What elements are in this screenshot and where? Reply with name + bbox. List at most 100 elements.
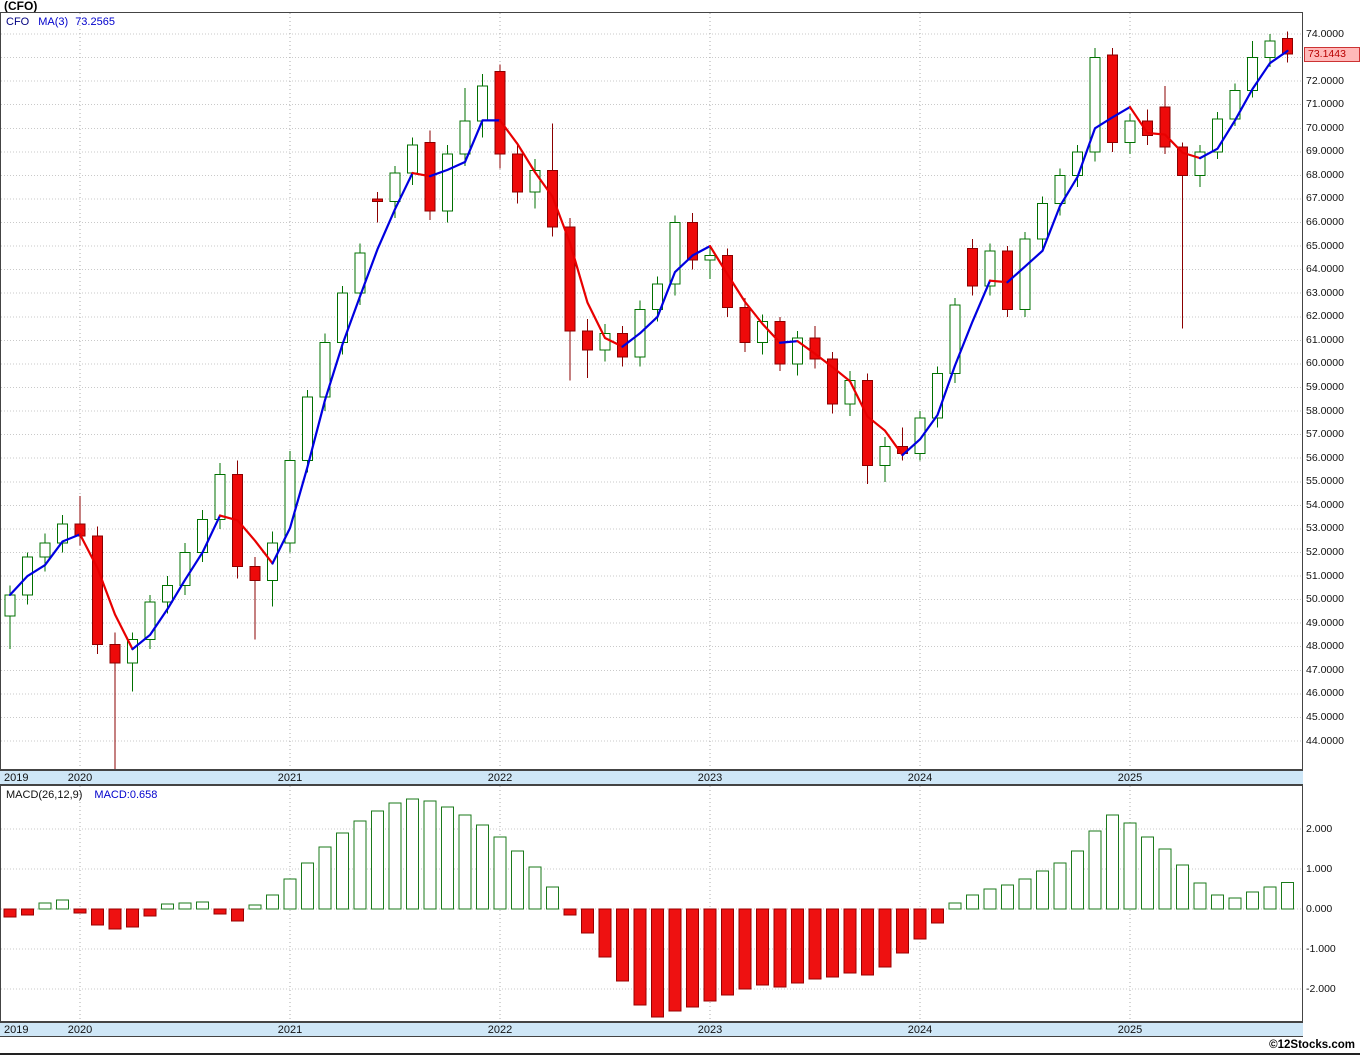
candle-body [827,358,838,405]
macd-bar-negative [738,908,752,990]
candle-body [914,417,926,454]
candle-body [109,643,121,664]
macd-bar-negative [756,908,769,986]
macd-bar-positive [248,904,262,910]
ma-segment [498,119,624,348]
candle-body [879,445,891,466]
candle-body [389,172,401,202]
candle-body [984,250,996,287]
year-label-2024: 2024 [907,1024,933,1036]
candle-body [407,144,418,174]
ma-segment [8,533,82,596]
year-label-2023: 2023 [697,772,723,784]
macd-bar-positive [1053,862,1067,910]
macd-bar-positive [196,901,209,910]
candle-body [1194,151,1206,176]
macd-bar-positive [1106,814,1119,910]
macd-bar-negative [563,908,577,916]
year-label-2020: 2020 [67,772,93,784]
candle-body [862,379,873,466]
candle-body [669,222,681,285]
macd-bar-positive [1001,884,1014,910]
macd-axis-label: 0.000 [1306,902,1333,915]
candle-body [372,198,383,202]
macd-panel-frame [0,785,1303,1022]
macd-chart-canvas [0,785,1303,1022]
macd-bar-positive [1228,897,1242,910]
macd-bar-positive [1141,836,1154,910]
macd-bar-negative [843,908,857,974]
macd-bar-positive [1176,864,1189,910]
price-axis-label: 58.0000 [1306,404,1344,417]
candle-body [477,85,488,122]
macd-axis-label: 1.000 [1306,862,1333,875]
candle-body [512,153,523,193]
candle-body [652,283,663,311]
year-label-2020: 2020 [67,1024,93,1036]
ma-segment [621,245,712,348]
macd-bar-positive [983,888,997,910]
ma-line [8,49,1289,651]
candle-body [1037,203,1048,240]
candle-body [1054,174,1066,205]
price-axis-label: 65.0000 [1306,239,1344,252]
candle-body [1159,106,1171,148]
macd-bar-positive [528,866,542,910]
price-axis-label: 48.0000 [1306,640,1344,653]
macd-bar-negative [791,908,804,984]
macd-bar-positive [353,820,367,910]
year-label-2019: 2019 [4,1024,29,1036]
price-axis-label: 53.0000 [1306,522,1344,535]
macd-bar-negative [721,908,734,996]
macd-bar-positive [1071,850,1084,910]
year-label-2021: 2021 [277,772,303,784]
macd-bar-positive [1246,891,1259,910]
candle-body [704,255,716,261]
macd-bar-negative [896,908,909,954]
candle-body [757,321,768,344]
macd-bar-positive [441,806,454,910]
macd-bar-negative [651,908,664,1018]
candle-body [127,639,138,664]
price-axis-label: 44.0000 [1306,734,1344,747]
year-label-2021: 2021 [277,1024,303,1036]
macd-bar-negative [668,908,682,1012]
symbol-label: CFO [6,16,30,28]
macd-bar-negative [616,908,629,982]
candle-body [1282,38,1293,55]
macd-bar-positive [1088,830,1102,910]
candle-body [809,337,821,360]
ma-segment [428,119,502,178]
macd-bar-negative [633,908,647,1006]
macd-indicator-value: MACD:0.658 [94,789,158,801]
candle-body [1124,120,1136,143]
price-panel-frame [0,12,1303,770]
macd-bar-negative [808,908,822,980]
macd-indicator-label: MACD(26,12,9) [6,789,83,801]
candle-body [162,584,173,603]
ma-segment [1128,105,1202,160]
candle-body [1072,151,1083,176]
macd-bar-positive [1281,882,1294,910]
macd-bar-positive [406,798,419,910]
candle-body [39,542,51,558]
price-axis-label: 74.0000 [1306,27,1344,40]
macd-bar-positive [458,814,472,910]
price-axis-label: 51.0000 [1306,569,1344,582]
year-label-2022: 2022 [487,1024,513,1036]
price-axis-label: 52.0000 [1306,545,1344,558]
macd-bar-positive [1018,878,1032,910]
price-axis-label: 61.0000 [1306,333,1344,346]
macd-bar-negative [826,908,839,978]
candle-body [92,535,103,645]
macd-bar-positive [388,802,402,910]
price-x-axis-band: 2019 2020 2021 2022 2023 2024 2025 [0,770,1303,785]
price-axis-label: 49.0000 [1306,616,1344,629]
price-axis-label: 50.0000 [1306,593,1344,606]
price-axis-label: 54.0000 [1306,498,1344,511]
ma-indicator-value: 73.2565 [75,16,115,28]
price-axis-label: 69.0000 [1306,145,1344,158]
price-axis-label: 64.0000 [1306,263,1344,276]
macd-bar-positive [966,894,979,910]
